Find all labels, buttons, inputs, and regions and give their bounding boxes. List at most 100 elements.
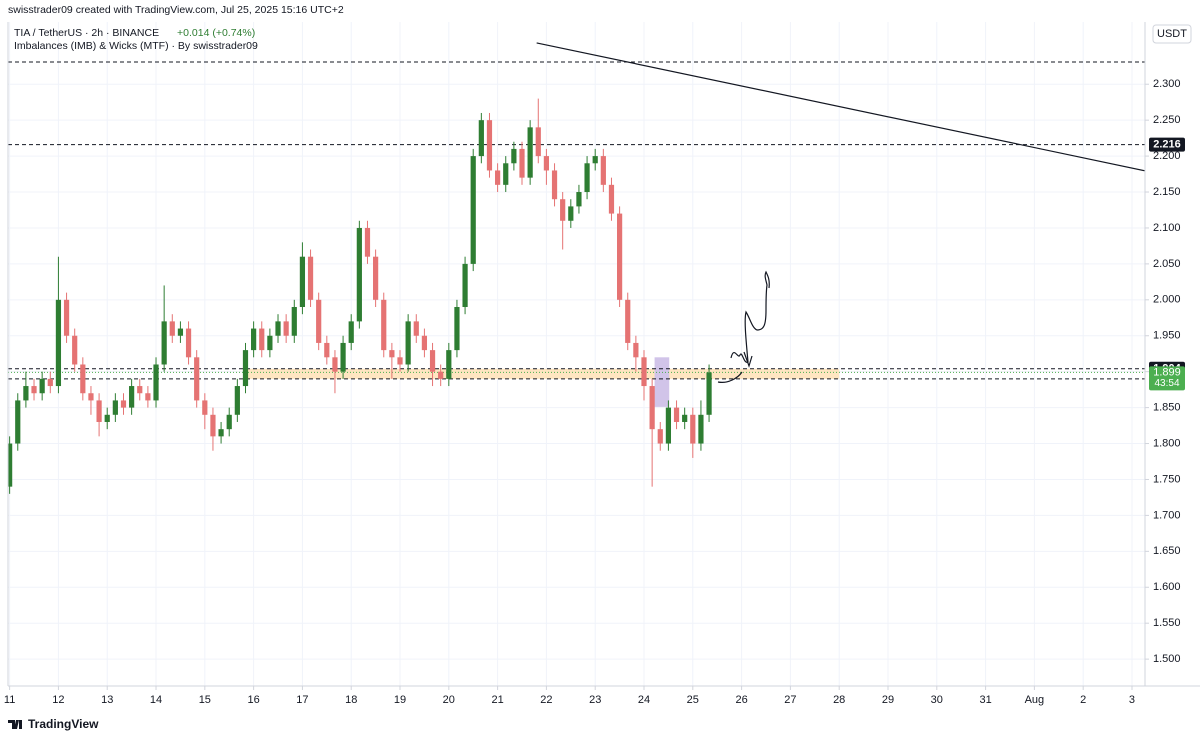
- x-tick-label: 23: [589, 694, 601, 706]
- candle-body: [39, 378, 45, 394]
- y-tick-label: 1.600: [1153, 581, 1181, 593]
- candle-body: [527, 127, 533, 178]
- candle-body: [641, 357, 647, 387]
- symbol: TIA / TetherUS · 2h · BINANCE: [14, 27, 159, 39]
- candle-body: [324, 342, 330, 358]
- candle-body: [462, 263, 468, 308]
- candle-body: [291, 307, 297, 336]
- candle-body: [47, 378, 53, 387]
- candle-body: [145, 393, 151, 401]
- x-tick-label: 25: [687, 694, 699, 706]
- candle-body: [600, 156, 606, 185]
- x-tick-label: Aug: [1025, 694, 1045, 706]
- candle-body: [446, 350, 452, 379]
- candle-body: [8, 443, 13, 487]
- candle-body: [560, 199, 566, 221]
- candle-body: [584, 163, 590, 193]
- candle-body: [429, 350, 436, 372]
- candle-body: [80, 364, 86, 394]
- x-tick-label: 24: [638, 694, 650, 706]
- y-tick-label: 2.250: [1153, 114, 1181, 126]
- x-tick-label: 20: [443, 694, 455, 706]
- countdown: 43:54: [1154, 378, 1179, 389]
- candle-body: [364, 227, 371, 257]
- candle-body: [470, 156, 476, 264]
- x-tick-label: 28: [833, 694, 845, 706]
- candle-body: [617, 213, 623, 300]
- candle-body: [153, 364, 159, 401]
- candle-body: [31, 386, 37, 394]
- candle-body: [226, 414, 232, 430]
- candle-body: [625, 299, 631, 343]
- candle-body: [551, 170, 558, 200]
- candle-body: [120, 400, 127, 408]
- candle-body: [381, 299, 387, 351]
- y-tick-label: 1.950: [1153, 330, 1181, 342]
- y-tick-label: 1.650: [1153, 545, 1181, 557]
- candle-body: [690, 414, 696, 444]
- candle-body: [55, 299, 62, 387]
- x-tick-label: 3: [1129, 694, 1135, 706]
- currency: USDT: [1157, 28, 1187, 40]
- candle-body: [397, 357, 403, 365]
- candle-body: [275, 321, 281, 336]
- candle-body: [242, 350, 249, 387]
- hand-drawn-arrow: [743, 351, 753, 368]
- candle-body: [283, 321, 289, 336]
- credit: swisstrader09 created with TradingView.c…: [8, 4, 344, 16]
- x-tick-label: 11: [4, 694, 15, 706]
- candle-body: [88, 393, 94, 401]
- candle-body: [405, 321, 411, 365]
- y-tick-label: 2.050: [1153, 258, 1181, 270]
- candle-body: [535, 127, 541, 157]
- y-tick-label: 2.000: [1153, 294, 1181, 306]
- price-label-box: [1149, 137, 1185, 152]
- candle-body: [454, 307, 460, 351]
- candle-body: [673, 407, 680, 422]
- candle-body: [72, 335, 78, 365]
- candle-body: [307, 256, 314, 300]
- x-tick-label: 26: [735, 694, 747, 706]
- candle-body: [421, 335, 428, 351]
- candle-body: [210, 414, 216, 437]
- candle-body: [259, 328, 265, 351]
- candle-body: [299, 256, 306, 308]
- y-tick-label: 2.100: [1153, 222, 1181, 234]
- candle-body: [373, 256, 379, 300]
- candle-body: [129, 386, 135, 408]
- x-tick-label: 31: [979, 694, 991, 706]
- x-tick-label: 27: [784, 694, 796, 706]
- x-tick-label: 15: [199, 694, 211, 706]
- candle-body: [169, 321, 175, 336]
- candle-body: [649, 386, 655, 430]
- candle-body: [177, 328, 184, 336]
- candle-body: [161, 321, 167, 365]
- candle-body: [543, 156, 550, 171]
- candle-body: [234, 386, 240, 415]
- y-tick-label: 1.800: [1153, 437, 1181, 449]
- candle-body: [576, 192, 582, 207]
- currency-box[interactable]: [1152, 24, 1192, 44]
- candle-body: [592, 156, 598, 164]
- candle-body: [104, 414, 110, 422]
- x-tick-label: 2: [1080, 694, 1086, 706]
- indicator: Imbalances (IMB) & Wicks (MTF) · By swis…: [14, 40, 258, 52]
- y-tick-label: 1.850: [1153, 402, 1181, 414]
- x-tick-label: 21: [491, 694, 503, 706]
- candle-body: [112, 400, 118, 415]
- candle-body: [267, 335, 273, 351]
- last-price-box: [1149, 366, 1185, 391]
- price-label: 2.216: [1153, 139, 1181, 151]
- y-tick-label: 1.550: [1153, 617, 1181, 629]
- x-tick-label: 29: [882, 694, 894, 706]
- candle-body: [511, 148, 517, 164]
- y-tick-label: 2.300: [1153, 78, 1181, 90]
- candle-body: [389, 350, 395, 358]
- candle-body: [503, 163, 509, 185]
- y-tick-label: 1.700: [1153, 509, 1181, 521]
- brand: TradingView: [28, 717, 99, 731]
- x-tick-label: 19: [394, 694, 406, 706]
- hand-drawn-path: [717, 270, 770, 383]
- candle-body: [519, 148, 525, 178]
